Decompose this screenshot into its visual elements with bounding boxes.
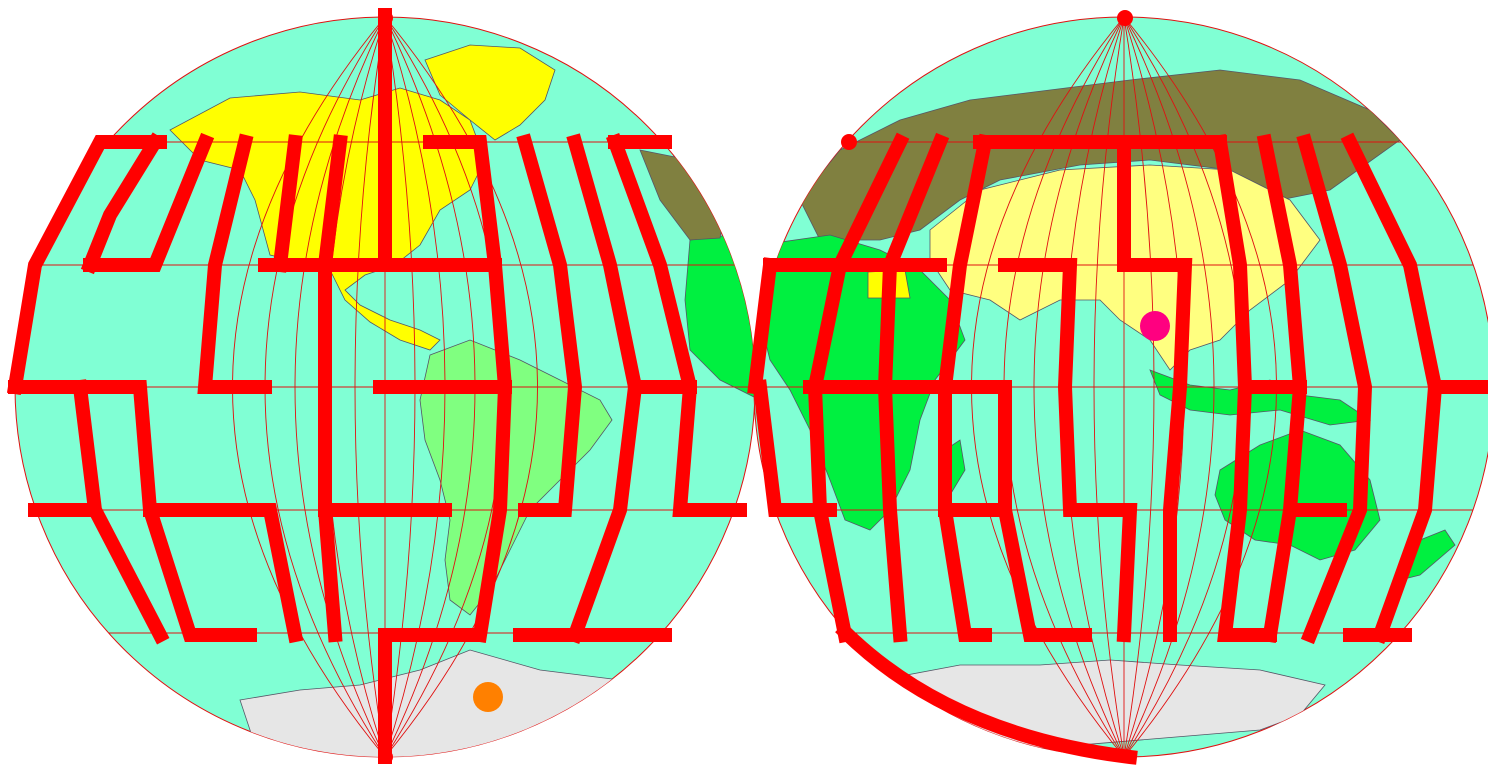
east-edge-dot xyxy=(841,134,857,150)
greenland-land xyxy=(424,44,556,141)
western-maze-walls xyxy=(6,8,747,764)
start-marker[interactable] xyxy=(473,682,503,712)
goal-marker[interactable] xyxy=(1140,311,1170,341)
east-north-pole-dot xyxy=(1117,10,1133,26)
west-south-pole-dot xyxy=(379,750,393,764)
south-america-land xyxy=(419,339,613,616)
west-north-pole-dot xyxy=(379,11,393,25)
eastern-maze-walls xyxy=(747,132,1488,765)
europe-russia-land xyxy=(799,69,1401,241)
